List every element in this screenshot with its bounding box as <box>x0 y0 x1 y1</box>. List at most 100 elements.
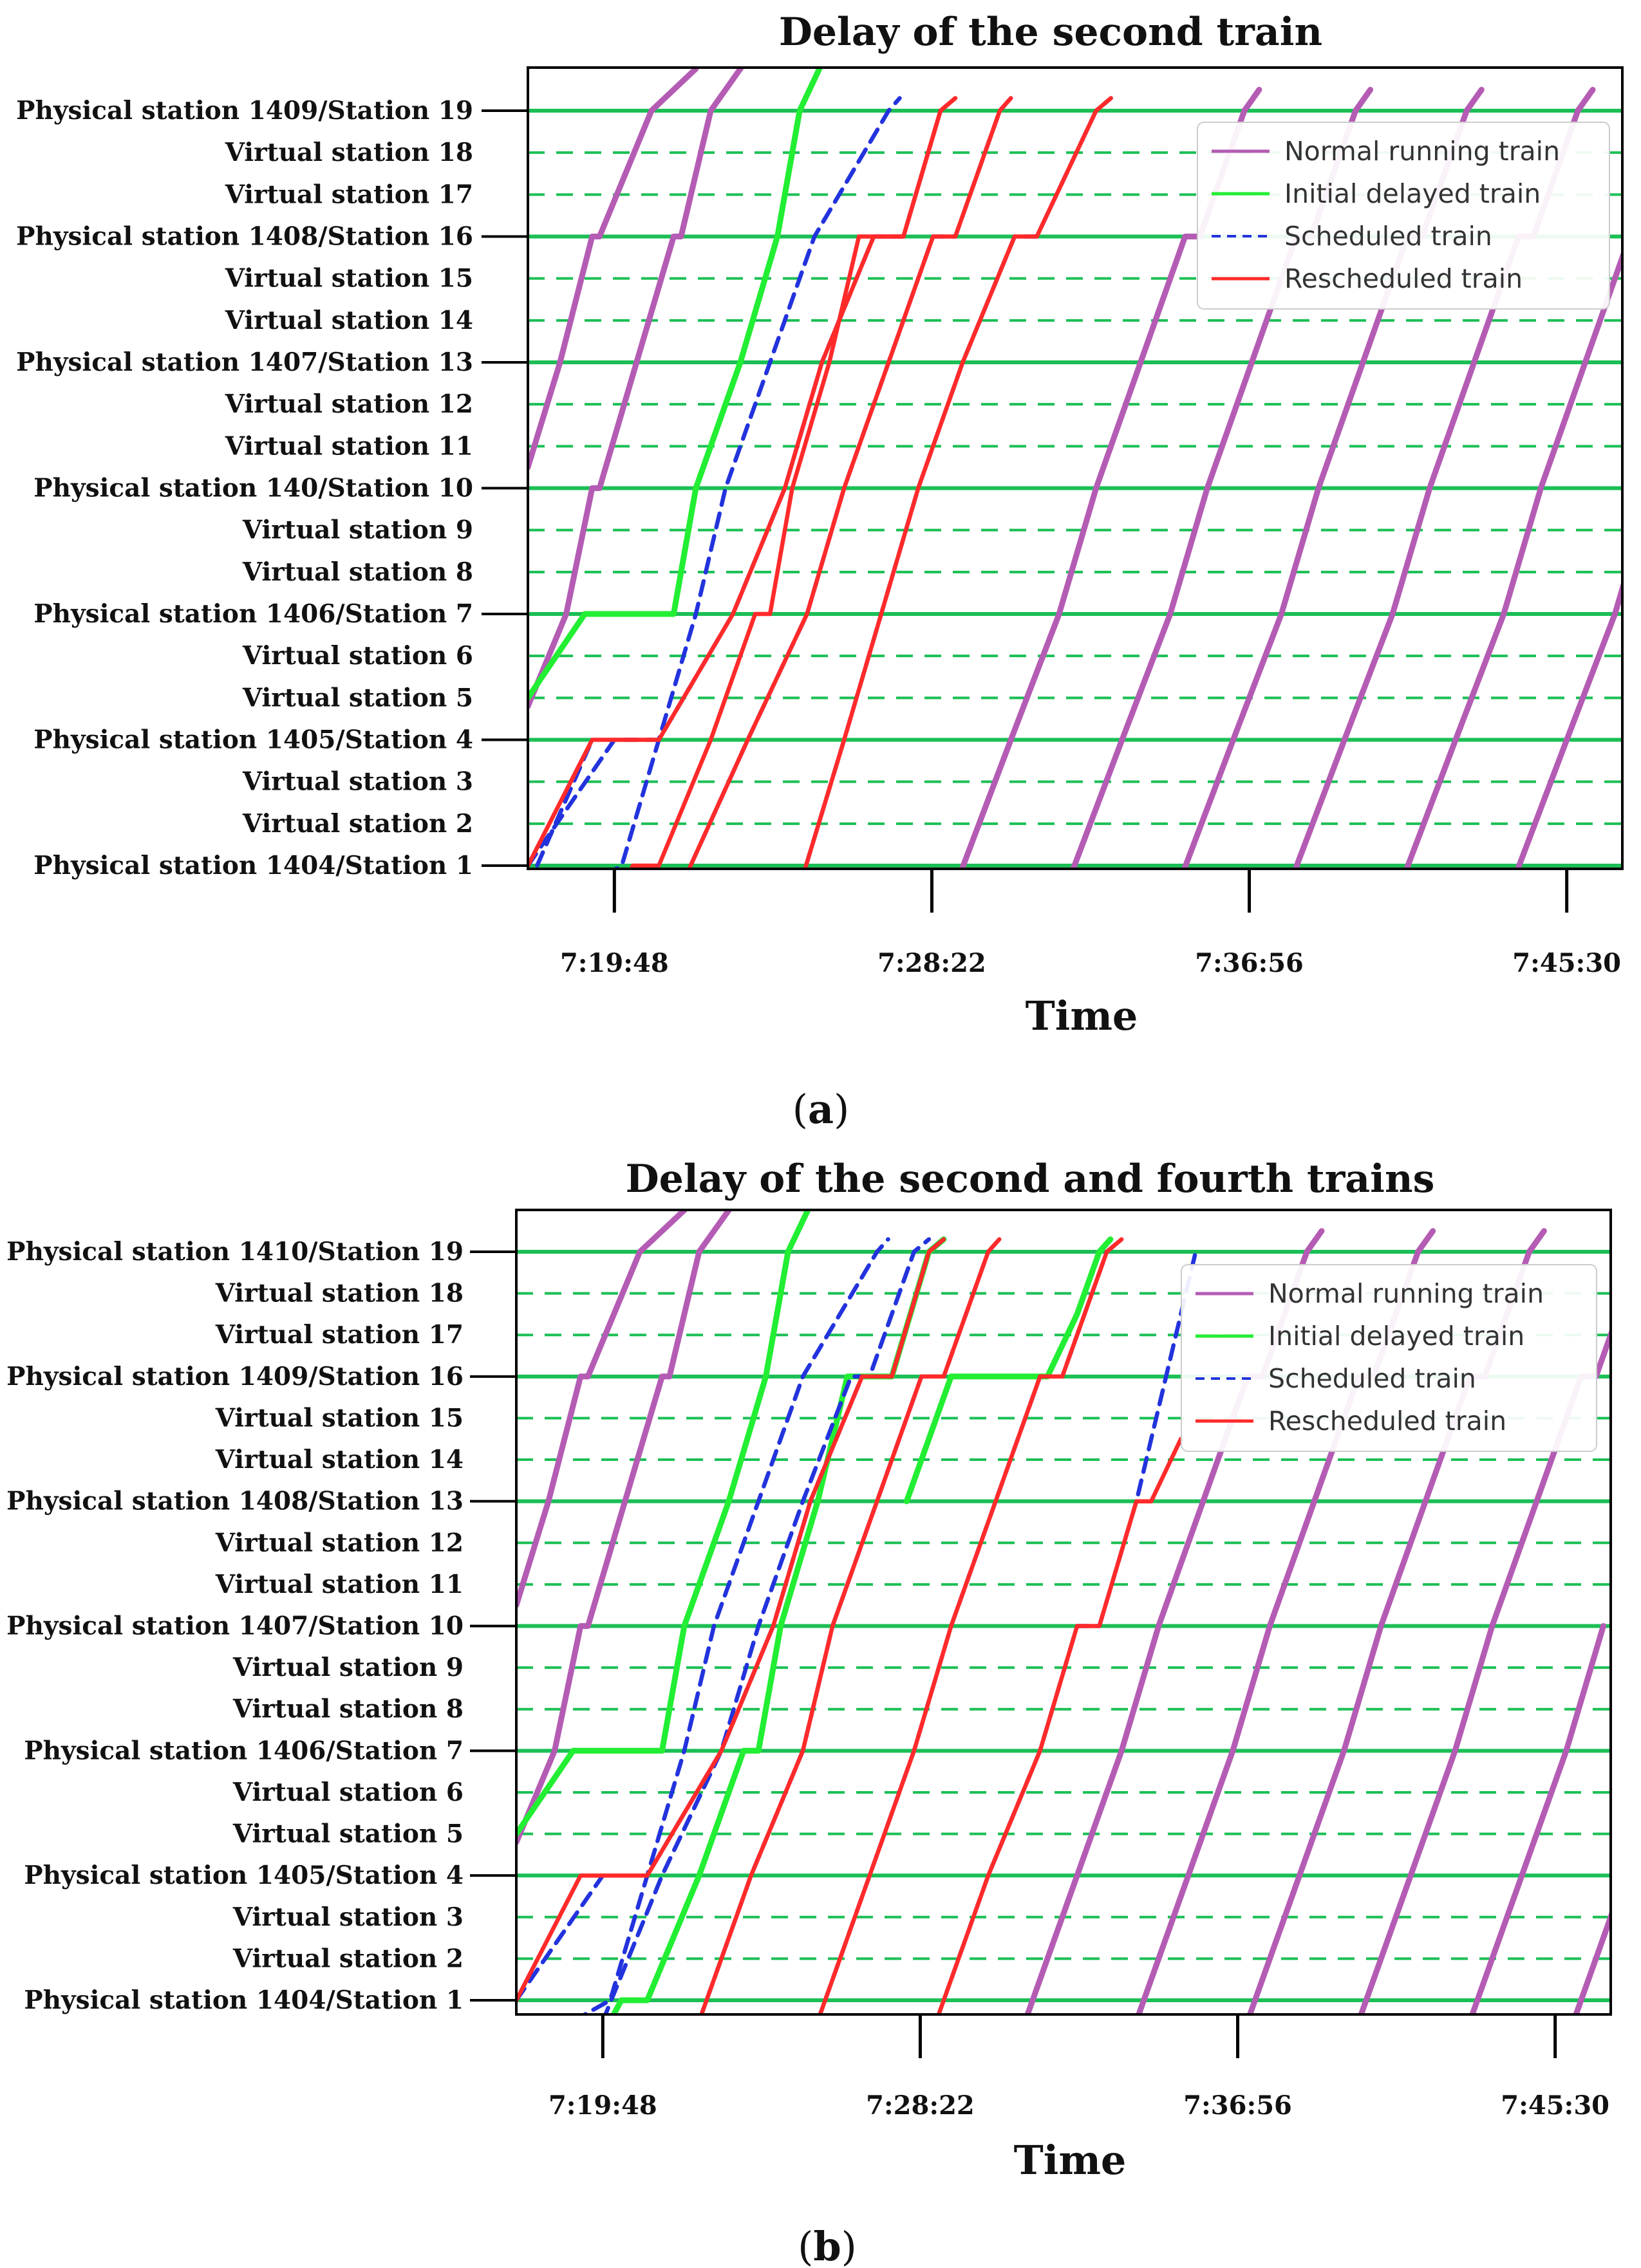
virtual-station-label: Virtual station 17 <box>215 1320 464 1350</box>
legend-label: Initial delayed train <box>1268 1321 1524 1352</box>
legend-label: Scheduled train <box>1268 1363 1476 1394</box>
rescheduled-train-line <box>628 96 958 869</box>
normal-train-line <box>1403 248 1622 869</box>
x-tick-label: 7:36:56 <box>1183 2090 1292 2121</box>
normal-train-line <box>1469 1623 1606 2014</box>
normal-train-line <box>516 1210 733 1845</box>
physical-station-label: Physical station 1404/Station 1 <box>24 1985 464 2015</box>
legend-label: Normal running train <box>1284 136 1560 167</box>
chart-title: Delay of the second and fourth trains <box>626 1157 1435 1202</box>
virtual-station-label: Virtual station 8 <box>242 557 473 587</box>
physical-station-label: Physical station 1409/Station 19 <box>16 96 473 125</box>
initial-train-line <box>610 1236 947 2014</box>
train-series <box>516 1210 1611 2014</box>
physical-station-label: Physical station 1406/Station 7 <box>24 1736 464 1765</box>
panel-caption: (b) <box>798 2223 857 2268</box>
rescheduled-train-line <box>528 96 958 868</box>
scheduled-train-line <box>533 738 595 869</box>
rescheduled-train-line <box>699 1237 1002 2014</box>
normal-train-line <box>528 68 745 709</box>
legend-box <box>1181 1264 1597 1452</box>
rescheduled-train-line <box>803 96 1113 869</box>
scheduled-train-line <box>803 96 1113 869</box>
virtual-station-label: Virtual station 8 <box>232 1695 464 1724</box>
physical-station-label: Physical station 1410/Station 19 <box>6 1237 464 1267</box>
plot-border <box>515 1209 1612 2016</box>
chart-title: Delay of the second train <box>779 10 1322 55</box>
virtual-station-label: Virtual station 17 <box>225 180 473 209</box>
scheduled-train-line <box>603 1237 932 2014</box>
normal-train-line <box>1573 1908 1611 2014</box>
virtual-station-label: Virtual station 15 <box>225 264 473 293</box>
physical-station-label: Physical station 1406/Station 7 <box>33 599 473 629</box>
normal-train-line <box>1514 578 1622 869</box>
chart-panel-a: Delay of the second train Physical stati… <box>16 10 1624 1133</box>
legend-box <box>1197 122 1610 310</box>
plot-frame <box>515 1209 1612 2016</box>
virtual-station-label: Virtual station 11 <box>225 431 473 461</box>
y-axis-ticks: Physical station 1404/Station 1 Virtual s… <box>6 1237 516 2015</box>
virtual-station-label: Virtual station 15 <box>215 1403 464 1433</box>
normal-train-line <box>516 1210 688 1608</box>
caption-letter: a <box>808 1086 834 1133</box>
virtual-station-label: Virtual station 3 <box>232 1902 464 1932</box>
rescheduled-train-line <box>936 1436 1183 2014</box>
legend: Normal running train Initial delayed trai… <box>1197 122 1610 310</box>
x-tick-label: 7:19:48 <box>549 2090 657 2121</box>
virtual-station-label: Virtual station 5 <box>242 683 473 712</box>
virtual-station-label: Virtual station 14 <box>215 1445 464 1474</box>
scheduled-train-line <box>581 1237 890 2014</box>
x-axis-ticks: 7:19:48 7:28:22 7:36:56 7:45:30 <box>549 2014 1609 2121</box>
initial-train-line <box>903 1236 1114 1505</box>
virtual-station-label: Virtual station 6 <box>242 641 473 671</box>
legend: Normal running train Initial delayed trai… <box>1181 1264 1597 1452</box>
initial-train-line <box>528 68 823 701</box>
virtual-station-label: Virtual station 9 <box>232 1653 464 1682</box>
physical-station-label: Physical station 1405/Station 4 <box>24 1861 464 1890</box>
physical-station-label: Physical station 1408/Station 16 <box>16 222 473 252</box>
legend-label: Rescheduled train <box>1268 1406 1506 1436</box>
virtual-station-label: Virtual station 11 <box>215 1570 464 1599</box>
legend-label: Rescheduled train <box>1284 263 1523 294</box>
virtual-station-label: Virtual station 18 <box>225 138 473 167</box>
physical-station-label: Physical station 1405/Station 4 <box>33 725 473 755</box>
virtual-station-label: Virtual station 3 <box>242 767 473 797</box>
virtual-station-label: Virtual station 6 <box>232 1778 464 1807</box>
scheduled-train-line <box>612 96 902 869</box>
physical-station-label: Physical station 1407/Station 10 <box>6 1612 464 1641</box>
x-tick-label: 7:28:22 <box>877 948 986 978</box>
y-axis-ticks: Physical station 1404/Station 1 Virtual s… <box>16 96 528 880</box>
virtual-station-label: Virtual station 9 <box>242 516 473 545</box>
legend-label: Scheduled train <box>1284 221 1492 252</box>
legend-label: Normal running train <box>1268 1278 1544 1309</box>
plot-border <box>527 66 1624 870</box>
x-tick-label: 7:45:30 <box>1512 948 1621 978</box>
x-tick-label: 7:19:48 <box>560 948 669 978</box>
virtual-station-label: Virtual station 2 <box>232 1944 464 1973</box>
caption-letter: b <box>813 2223 841 2268</box>
virtual-station-label: Virtual station 14 <box>225 306 473 335</box>
virtual-station-label: Virtual station 12 <box>215 1528 464 1557</box>
virtual-station-label: Virtual station 18 <box>215 1279 464 1308</box>
x-tick-label: 7:45:30 <box>1501 2090 1609 2121</box>
x-axis-label: Time <box>1014 2137 1127 2184</box>
physical-station-label: Physical station 1407/Station 13 <box>16 348 473 377</box>
physical-station-label: Physical station 1404/Station 1 <box>33 851 473 880</box>
rescheduled-train-line <box>516 1237 946 2003</box>
x-tick-label: 7:28:22 <box>866 2090 975 2121</box>
virtual-station-label: Virtual station 2 <box>242 809 473 839</box>
physical-station-label: Physical station 140/Station 10 <box>33 474 473 503</box>
x-axis-ticks: 7:19:48 7:28:22 7:36:56 7:45:30 <box>560 869 1621 978</box>
rescheduled-train-line <box>686 96 1013 869</box>
virtual-station-label: Virtual station 12 <box>225 389 473 419</box>
normal-train-line <box>528 68 699 470</box>
rescheduled-train-line <box>818 1237 1124 2014</box>
x-axis-label: Time <box>1026 992 1138 1039</box>
legend-label: Initial delayed train <box>1284 178 1541 209</box>
physical-station-label: Physical station 1408/Station 13 <box>6 1487 464 1516</box>
panel-caption: (a) <box>792 1086 850 1133</box>
physical-station-label: Physical station 1409/Station 16 <box>6 1362 464 1391</box>
chart-panel-b: Delay of the second and fourth trains Ph… <box>6 1157 1612 2268</box>
scheduled-train-line <box>516 1237 946 2003</box>
